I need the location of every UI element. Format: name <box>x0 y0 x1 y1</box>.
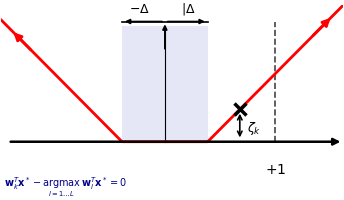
Text: $\mathbf{w}_k^T\mathbf{x}^* - \underset{l=1\ldots L}{\mathrm{argmax}}\,\mathbf{w: $\mathbf{w}_k^T\mathbf{x}^* - \underset{… <box>4 175 127 199</box>
Text: $|\Delta$: $|\Delta$ <box>181 1 196 17</box>
Text: $+1$: $+1$ <box>265 163 286 177</box>
Text: $-\Delta$: $-\Delta$ <box>129 3 150 16</box>
Bar <box>122 26 208 142</box>
Text: $\zeta_k$: $\zeta_k$ <box>247 120 261 137</box>
